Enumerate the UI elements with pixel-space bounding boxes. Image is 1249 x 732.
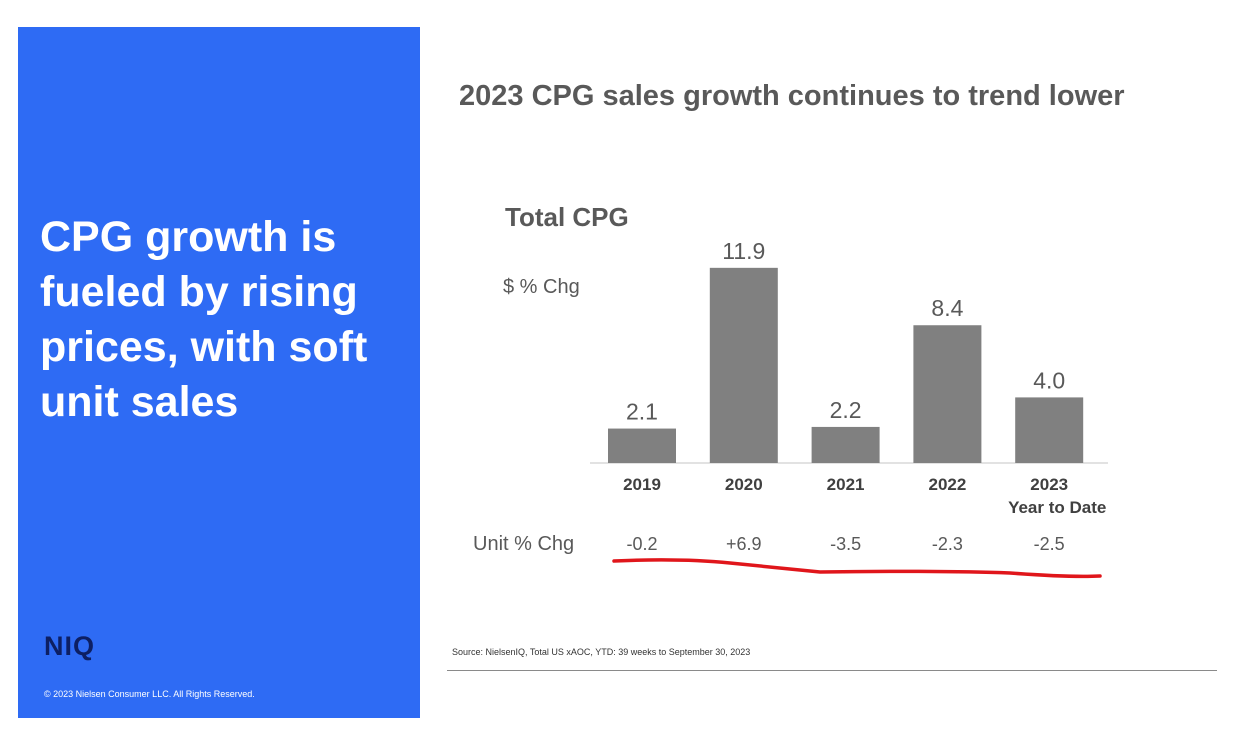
bottom-divider (447, 670, 1217, 671)
unit-change-2021: -3.5 (830, 534, 861, 554)
bar-2021 (811, 426, 880, 463)
unit-row-label: Unit % Chg (473, 533, 574, 555)
unit-change-2023: -2.5 (1034, 534, 1065, 554)
niq-logo: NIQ (44, 631, 96, 661)
x-tick-label-2020: 2020 (725, 475, 763, 494)
copyright-notice: © 2023 Nielsen Consumer LLC. All Rights … (44, 689, 255, 699)
red-underline-annotation (612, 558, 1102, 579)
data-label-2023: 4.0 (1033, 367, 1065, 393)
bar-2022 (913, 325, 982, 463)
data-label-2019: 2.1 (626, 399, 658, 425)
chart-title: Total CPG (505, 202, 629, 232)
left-panel: CPG growth is fueled by rising prices, w… (18, 27, 420, 718)
unit-change-2022: -2.3 (932, 534, 963, 554)
data-label-2022: 8.4 (931, 295, 963, 321)
x-tick-label-2021: 2021 (827, 475, 865, 494)
unit-change-2020: +6.9 (726, 534, 762, 554)
x-tick-label-2022: 2022 (928, 475, 966, 494)
unit-change-2019: -0.2 (626, 534, 657, 554)
y-axis-label: $ % Chg (503, 276, 580, 298)
bar-2019 (608, 428, 676, 463)
headline: CPG growth is fueled by rising prices, w… (40, 213, 368, 426)
data-label-2021: 2.2 (830, 397, 862, 423)
x-tick-label-2023: 2023 (1030, 475, 1068, 494)
source-note: Source: NielsenIQ, Total US xAOC, YTD: 3… (452, 647, 751, 657)
data-label-2020: 11.9 (722, 238, 765, 264)
bar-2023 (1015, 397, 1084, 463)
x-tick-sublabel-2023: Year to Date (1008, 498, 1106, 517)
x-tick-label-2019: 2019 (623, 475, 661, 494)
bar-2020 (709, 267, 778, 463)
slide-title: 2023 CPG sales growth continues to trend… (459, 80, 1125, 112)
